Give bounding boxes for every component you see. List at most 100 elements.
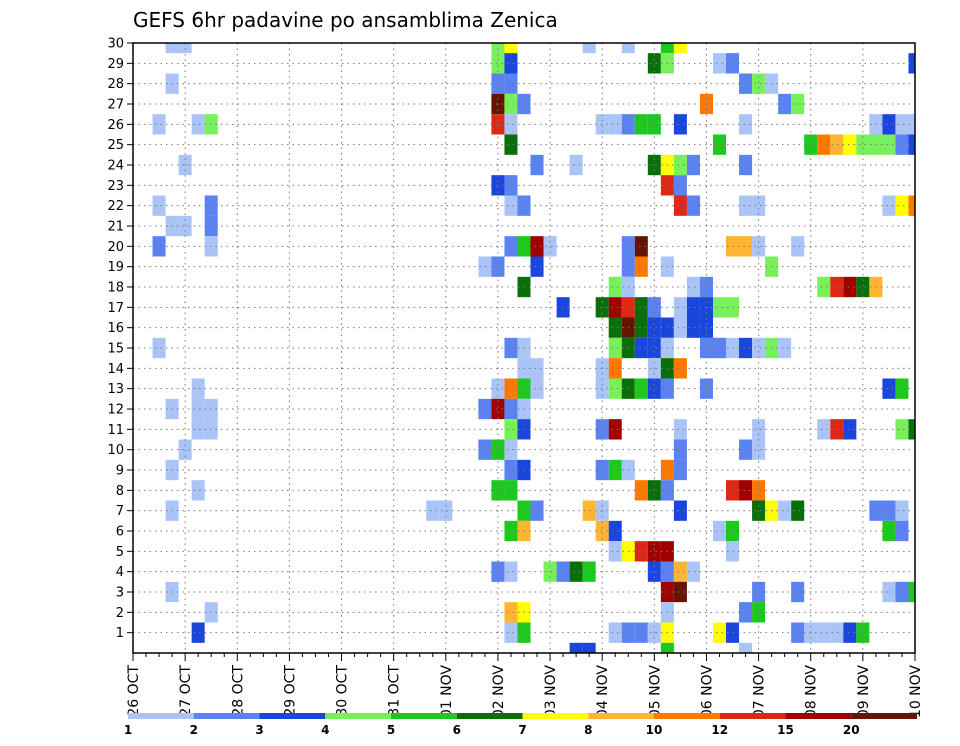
- precip-cell: [791, 93, 805, 115]
- precip-cell: [582, 561, 596, 582]
- y-tick-label: 3: [116, 586, 124, 601]
- precip-cell: [843, 419, 857, 440]
- precip-cell: [608, 114, 622, 135]
- precip-cell: [504, 602, 518, 623]
- precip-cell: [504, 53, 518, 74]
- x-tick-label: 27 OCT: [178, 665, 194, 717]
- precip-cell: [673, 561, 687, 582]
- precip-cell: [634, 541, 648, 562]
- colorbar-label: 5: [387, 723, 395, 737]
- precip-cell: [504, 480, 518, 501]
- y-tick-label: 23: [107, 179, 124, 194]
- colorbar-label: 8: [584, 723, 592, 737]
- colorbar-label: 7: [518, 723, 526, 737]
- precip-cell: [491, 398, 505, 420]
- colorbar-segment: [193, 713, 260, 719]
- precip-cell: [504, 439, 518, 460]
- y-tick-label: 11: [107, 423, 124, 438]
- precip-cell: [673, 459, 687, 481]
- precip-cell: [817, 419, 831, 440]
- precip-cell: [165, 43, 179, 54]
- precip-cell: [491, 256, 505, 277]
- colorbar-segment: [456, 713, 523, 719]
- precip-cell: [504, 195, 518, 216]
- precip-cell: [491, 73, 505, 94]
- precip-cell: [608, 459, 622, 481]
- x-tick-label: 09 NOV: [856, 665, 872, 719]
- precip-cell: [686, 154, 700, 176]
- precip-cell: [895, 500, 909, 521]
- precip-cell: [673, 419, 687, 440]
- precip-cell: [712, 53, 727, 74]
- precip-cell: [634, 114, 648, 135]
- precip-cell: [673, 439, 687, 460]
- precip-cell: [686, 276, 700, 298]
- precip-cell: [491, 114, 505, 135]
- precip-cell: [660, 43, 674, 54]
- colorbar-label: 20: [843, 723, 860, 737]
- precip-cell: [739, 480, 753, 501]
- precip-cell: [739, 439, 753, 460]
- precip-cell: [739, 602, 753, 623]
- y-tick-label: 24: [107, 159, 124, 174]
- precip-cell: [504, 378, 518, 399]
- y-tick-label: 4: [116, 565, 124, 580]
- precip-cell: [686, 561, 700, 582]
- x-tick-label: 29 OCT: [282, 665, 298, 717]
- y-tick-label: 20: [107, 240, 124, 255]
- precip-cell: [647, 53, 661, 74]
- precip-cell: [634, 297, 648, 318]
- precip-cell: [491, 480, 505, 501]
- precip-cell: [152, 114, 166, 135]
- precip-cell: [908, 195, 915, 216]
- precip-cell: [647, 337, 661, 359]
- precip-cell: [634, 236, 648, 257]
- precip-cell: [712, 134, 727, 155]
- precip-cell: [843, 134, 857, 155]
- y-tick-label: 22: [107, 199, 124, 214]
- colorbar-label: 3: [255, 723, 263, 737]
- precip-cell: [739, 236, 753, 257]
- precip-cell: [882, 520, 896, 542]
- precip-cell: [752, 480, 766, 501]
- precip-cell: [830, 622, 844, 643]
- precip-cell: [608, 358, 622, 379]
- precip-cell: [895, 195, 909, 216]
- colorbar-segment: [851, 713, 917, 719]
- precip-cell: [191, 419, 205, 440]
- precip-cell: [817, 276, 831, 298]
- precip-cell: [595, 378, 609, 399]
- y-tick-label: 6: [116, 525, 124, 540]
- y-tick-label: 1: [116, 626, 124, 641]
- chart-title: GEFS 6hr padavine po ansamblima Zenica: [133, 8, 558, 32]
- y-tick-label: 12: [107, 403, 124, 418]
- precip-cell: [478, 398, 492, 420]
- colorbar-label: 2: [190, 723, 198, 737]
- precip-cell: [647, 378, 661, 399]
- y-tick-label: 26: [107, 118, 124, 133]
- grid-lines: [133, 42, 915, 653]
- y-tick-label: 17: [107, 301, 124, 316]
- precip-cell: [178, 439, 192, 460]
- precip-cell: [530, 378, 544, 399]
- x-tick-label: 06 NOV: [699, 665, 715, 719]
- precip-cell: [673, 114, 687, 135]
- precip-cell: [830, 419, 844, 440]
- precip-cell: [608, 276, 622, 298]
- precip-cell: [191, 114, 205, 135]
- precip-cell: [504, 73, 518, 94]
- colorbar-label: 4: [321, 723, 329, 737]
- precip-cell: [673, 195, 687, 216]
- y-tick-label: 2: [116, 606, 124, 621]
- precip-cell: [739, 154, 753, 176]
- y-tick-label: 14: [107, 362, 124, 377]
- x-tick-label: 01 NOV: [439, 665, 455, 719]
- precip-cell: [895, 378, 909, 399]
- precip-cell: [882, 134, 896, 155]
- precip-cell: [504, 398, 518, 420]
- precip-cell: [908, 53, 915, 74]
- precip-cell: [491, 439, 505, 460]
- precip-cell: [752, 73, 766, 94]
- precip-cell: [634, 378, 648, 399]
